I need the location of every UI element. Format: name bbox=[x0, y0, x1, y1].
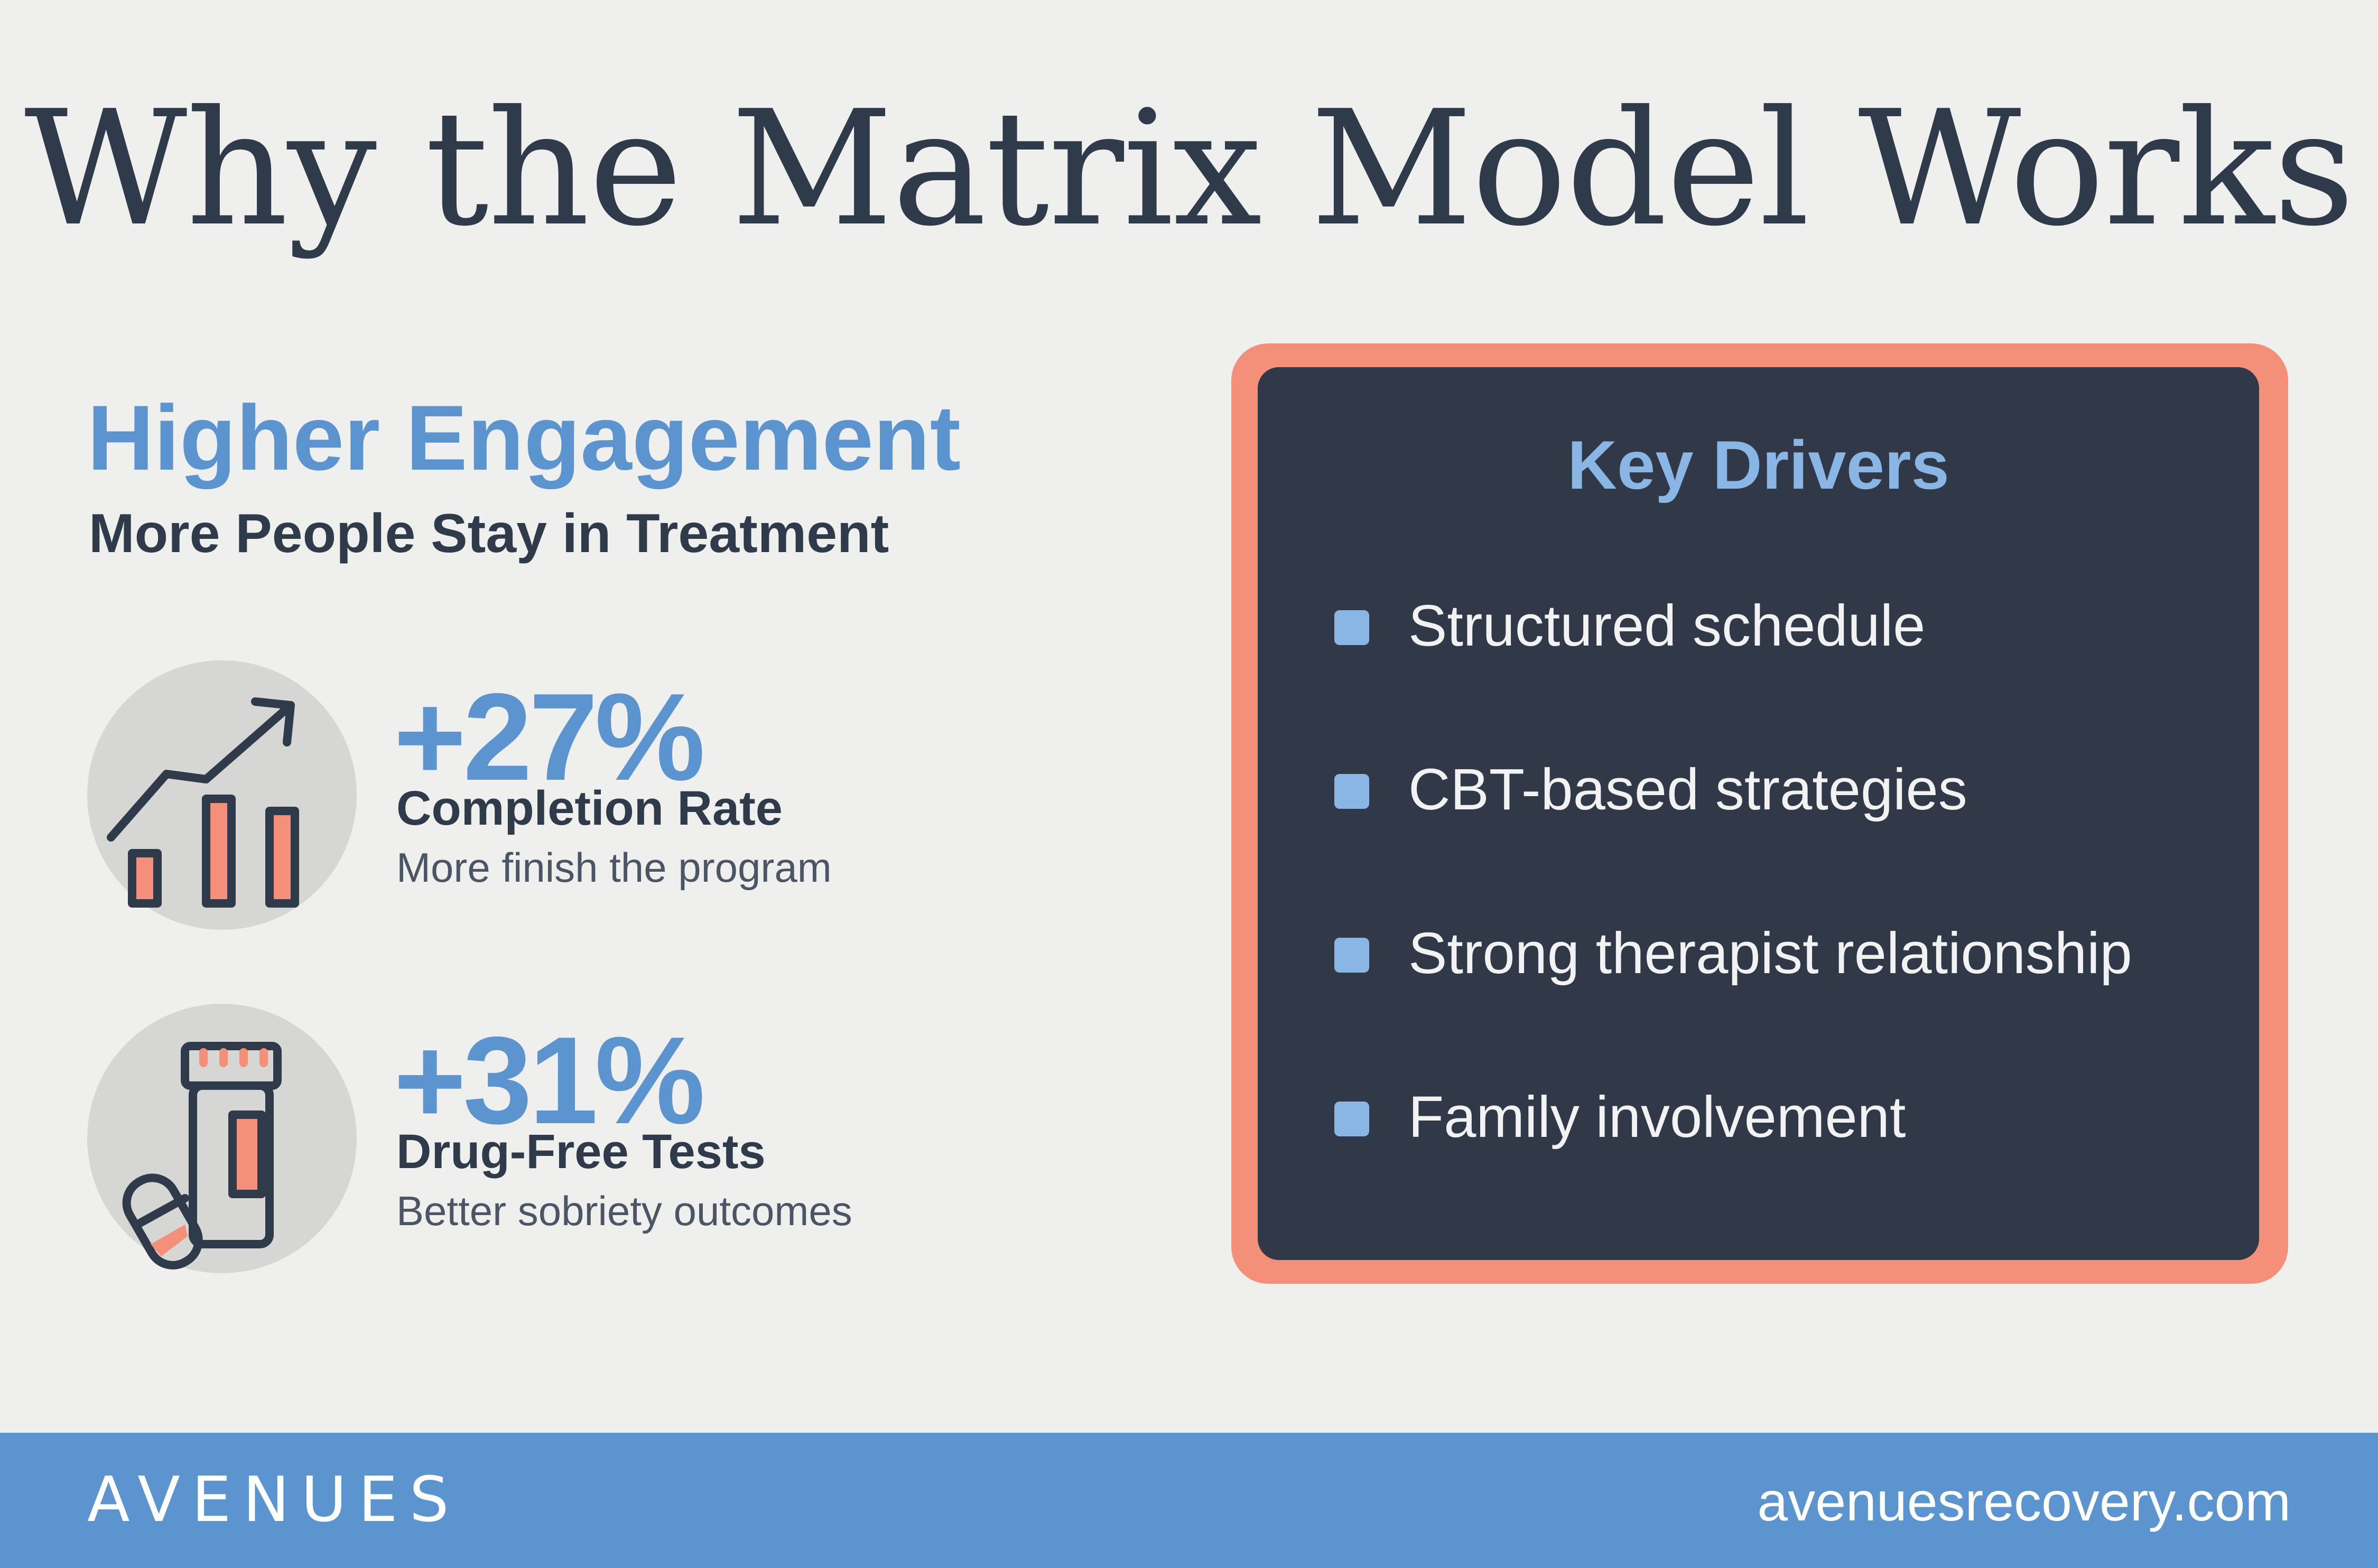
driver-text: CBT-based strategies bbox=[1408, 757, 1967, 822]
stat-label: Drug-Free Tests bbox=[396, 1125, 766, 1179]
stat-completion-rate: +27% Completion Rate More finish the pro… bbox=[87, 660, 986, 935]
stat-description: More finish the program bbox=[396, 844, 832, 891]
square-bullet-icon bbox=[1334, 774, 1369, 809]
website-link[interactable]: avenuesrecovery.com bbox=[1757, 1471, 2291, 1533]
square-bullet-icon bbox=[1334, 610, 1369, 645]
stat-value: +31% bbox=[394, 1011, 705, 1150]
list-item: CBT-based strategies bbox=[1334, 753, 2243, 827]
page-title: Why the Matrix Model Works bbox=[24, 77, 2355, 261]
list-item: Family involvement bbox=[1334, 1080, 2243, 1154]
list-item: Strong therapist relationship bbox=[1334, 917, 2243, 991]
driver-text: Family involvement bbox=[1408, 1085, 1906, 1150]
square-bullet-icon bbox=[1334, 1102, 1369, 1136]
stat-description: Better sobriety outcomes bbox=[396, 1188, 852, 1234]
driver-text: Strong therapist relationship bbox=[1408, 921, 2132, 986]
key-drivers-panel: Key Drivers Structured schedule CBT-base… bbox=[1258, 367, 2259, 1260]
stat-label: Completion Rate bbox=[396, 781, 783, 835]
section-heading: Higher Engagement bbox=[87, 387, 961, 490]
stat-drug-free-tests: +31% Drug-Free Tests Better sobriety out… bbox=[87, 1004, 986, 1278]
key-drivers-title: Key Drivers bbox=[1567, 426, 1949, 503]
footer-bar: AVENUES avenuesrecovery.com bbox=[0, 1433, 2378, 1568]
pill-bottle-icon bbox=[87, 1004, 357, 1273]
square-bullet-icon bbox=[1334, 938, 1369, 973]
section-subheading: More People Stay in Treatment bbox=[89, 503, 889, 564]
rising-bar-chart-icon bbox=[87, 660, 357, 930]
avenues-logo: AVENUES bbox=[87, 1463, 461, 1536]
driver-text: Structured schedule bbox=[1408, 593, 1926, 658]
list-item: Structured schedule bbox=[1334, 589, 2243, 663]
stat-value: +27% bbox=[394, 667, 705, 806]
key-drivers-card: Key Drivers Structured schedule CBT-base… bbox=[1231, 343, 2288, 1284]
